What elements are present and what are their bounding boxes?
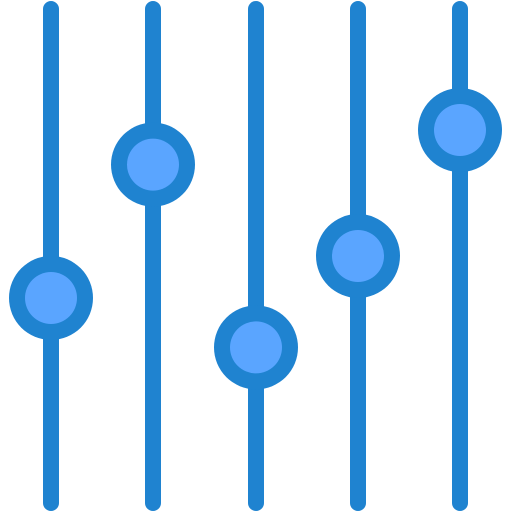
slider-knob-center [332,230,384,282]
slider-3[interactable] [214,9,298,503]
slider-knob-center [127,139,179,191]
slider-knob-center [25,272,77,324]
slider-1[interactable] [9,9,93,503]
slider-knob-center [434,104,486,156]
slider-knob-center [230,321,282,373]
slider-2[interactable] [111,9,195,503]
slider-5[interactable] [418,9,502,503]
slider-4[interactable] [316,9,400,503]
